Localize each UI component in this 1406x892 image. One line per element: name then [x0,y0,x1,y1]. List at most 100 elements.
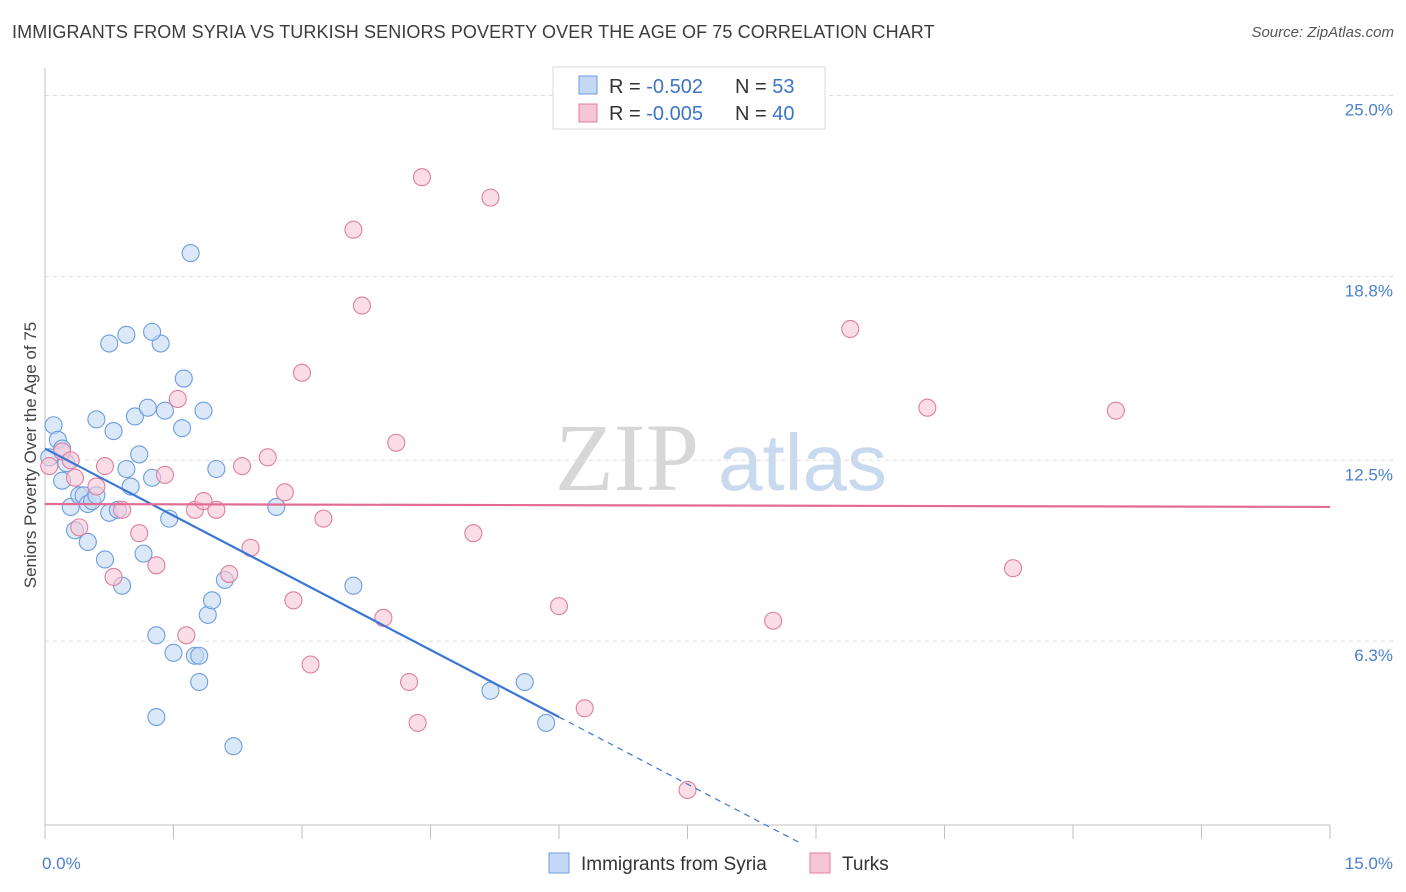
gridlines [45,95,1395,642]
turks-point [301,655,320,674]
legend-r-value-syria: -0.502 [646,76,703,98]
syria-point [117,459,136,479]
turks-point [232,457,252,476]
x-tick-label: 0.0% [42,854,81,873]
turks-point [177,626,196,645]
turks-point [207,500,226,519]
axes [44,68,1331,839]
turks-point [113,500,132,519]
watermark: ZIP atlas [555,404,887,511]
syria-point [173,419,192,438]
svg-text:R = -0.502: R = -0.502 [609,76,703,98]
syria-point [203,591,222,610]
turks-point [374,608,393,627]
svg-text:N = 40: N = 40 [735,103,795,125]
turks-point [464,524,483,543]
svg-text:N = 53: N = 53 [735,76,795,98]
data-points [40,168,1125,800]
turks-point [168,389,187,409]
turks-point [104,567,123,587]
syria-point [344,576,363,595]
watermark-zip: ZIP [555,404,699,511]
turks-point [549,597,569,616]
turks-point [155,465,174,484]
turks-point [130,524,149,543]
turks-point [764,611,783,630]
svg-text:R = -0.005: R = -0.005 [609,103,703,125]
syria-point [174,369,193,388]
legend-n-label-syria: N = [735,76,772,98]
syria-point [515,672,534,692]
watermark-atlas: atlas [718,418,887,507]
syria-point [267,497,286,516]
turks-point [275,483,294,502]
bottom-legend-label-syria: Immigrants from Syria [581,854,767,875]
syria-point [100,334,119,353]
legend-box: R = -0.502 N = 53 R = -0.005 N = 40 [552,66,826,130]
y-tick-label: 18.8% [1345,281,1393,300]
bottom-legend: Immigrants from Syria Turks [548,852,889,875]
turks-point [87,477,106,496]
syria-point [147,707,166,727]
tick-labels: 6.3% 12.5% 18.8% 25.0% 0.0% 15.0% [42,101,1393,873]
syria-point [190,672,209,692]
legend-n-label-turks: N = [735,103,772,125]
syria-point [207,459,226,479]
syria-point [147,626,166,645]
turks-point [258,448,277,467]
trend-lines [44,447,1331,843]
syria-point [130,445,149,464]
turks-point [70,518,89,537]
syria-point [537,713,556,732]
legend-r-label-turks: R = [609,103,646,125]
chart-title: IMMIGRANTS FROM SYRIA VS TURKISH SENIORS… [12,22,935,42]
legend-swatch-syria [578,75,598,95]
turks-point [352,296,372,315]
turks-point [1106,401,1125,420]
syria-point [125,407,144,426]
turks-point [220,565,239,584]
bottom-legend-label-turks: Turks [842,854,889,875]
y-tick-label: 12.5% [1345,465,1393,484]
legend-r-value-turks: -0.005 [646,103,703,125]
bottom-legend-swatch-turks [809,852,831,874]
legend-r-label-syria: R = [609,76,646,98]
legend-swatch-turks [578,103,598,123]
x-tick-label: 15.0% [1345,854,1393,873]
syria-point [87,410,106,429]
legend-n-value-turks: 40 [772,103,794,125]
legend-n-value-syria: 53 [772,76,794,98]
syria-point [138,398,157,417]
syria-point [181,244,200,263]
syria-point [134,544,153,563]
chart-source: Source: ZipAtlas.com [1251,24,1394,41]
turks-point [1003,559,1023,578]
turks-point [314,509,333,528]
syria-point [194,401,213,420]
turks-point [65,468,85,487]
syria-point [104,422,123,441]
turks-point [481,188,500,207]
turks-point [40,457,59,476]
turks-point [292,363,312,382]
bottom-legend-swatch-syria [548,852,570,874]
syria-point [117,325,136,344]
syria-point [78,532,97,552]
turks-point [918,398,937,417]
y-tick-label: 25.0% [1345,101,1393,120]
turks-point [284,591,303,610]
turks-point [344,220,363,239]
syria-point [143,322,162,341]
turks-point [147,556,166,575]
syria-point [190,646,209,665]
turks-point [387,433,406,452]
y-tick-label: 6.3% [1354,646,1393,665]
y-axis-label: Seniors Poverty Over the Age of 75 [21,322,40,588]
turks-point [408,713,427,732]
turks-point [678,780,697,800]
syria-trend-line [44,447,560,719]
turks-point [95,457,115,476]
turks-point [400,672,419,692]
syria-point [95,550,115,569]
